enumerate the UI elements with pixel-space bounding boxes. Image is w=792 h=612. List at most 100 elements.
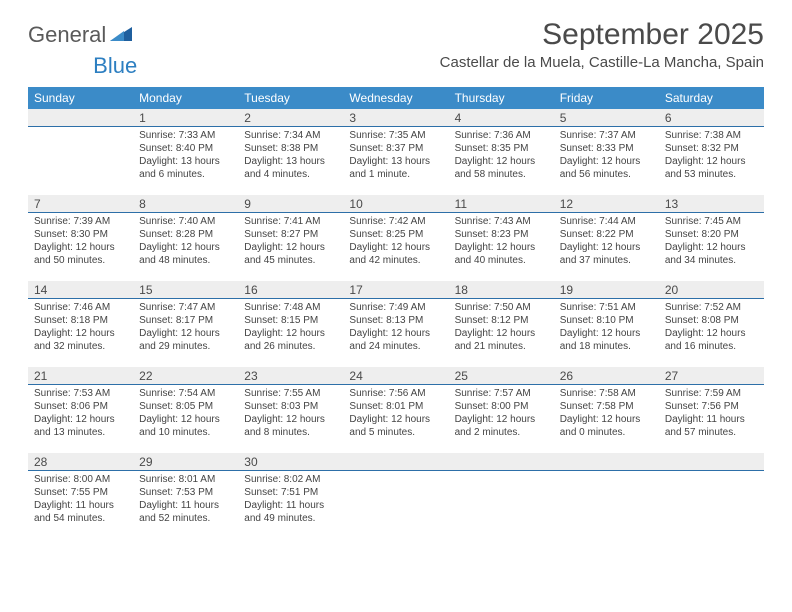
logo: General <box>28 22 134 48</box>
day-details: Sunrise: 7:35 AMSunset: 8:37 PMDaylight:… <box>343 127 448 185</box>
sunset-text: Sunset: 8:32 PM <box>665 142 758 155</box>
daylight-line-1: Daylight: 13 hours <box>349 155 442 168</box>
day-number: 24 <box>343 367 448 385</box>
calendar-day-cell: 14Sunrise: 7:46 AMSunset: 8:18 PMDayligh… <box>28 281 133 367</box>
day-details: Sunrise: 7:42 AMSunset: 8:25 PMDaylight:… <box>343 213 448 271</box>
daylight-line-2: and 45 minutes. <box>244 254 337 267</box>
sunrise-text: Sunrise: 7:54 AM <box>139 387 232 400</box>
daylight-line-1: Daylight: 12 hours <box>665 241 758 254</box>
day-details: Sunrise: 7:49 AMSunset: 8:13 PMDaylight:… <box>343 299 448 357</box>
sunrise-text: Sunrise: 7:50 AM <box>455 301 548 314</box>
calendar-day-cell: 18Sunrise: 7:50 AMSunset: 8:12 PMDayligh… <box>449 281 554 367</box>
daylight-line-2: and 24 minutes. <box>349 340 442 353</box>
daylight-line-1: Daylight: 12 hours <box>349 413 442 426</box>
day-number: 2 <box>238 109 343 127</box>
daylight-line-1: Daylight: 13 hours <box>139 155 232 168</box>
sunrise-text: Sunrise: 7:59 AM <box>665 387 758 400</box>
daylight-line-1: Daylight: 12 hours <box>34 327 127 340</box>
daylight-line-2: and 50 minutes. <box>34 254 127 267</box>
calendar-day-cell: 3Sunrise: 7:35 AMSunset: 8:37 PMDaylight… <box>343 109 448 195</box>
sunset-text: Sunset: 8:15 PM <box>244 314 337 327</box>
calendar-week-row: 14Sunrise: 7:46 AMSunset: 8:18 PMDayligh… <box>28 281 764 367</box>
calendar-day-cell: 7Sunrise: 7:39 AMSunset: 8:30 PMDaylight… <box>28 195 133 281</box>
day-number: 19 <box>554 281 659 299</box>
daylight-line-1: Daylight: 12 hours <box>244 413 337 426</box>
calendar-day-cell: 22Sunrise: 7:54 AMSunset: 8:05 PMDayligh… <box>133 367 238 453</box>
daylight-line-2: and 40 minutes. <box>455 254 548 267</box>
day-number: 14 <box>28 281 133 299</box>
sunrise-text: Sunrise: 7:46 AM <box>34 301 127 314</box>
day-number: 7 <box>28 195 133 213</box>
daylight-line-2: and 57 minutes. <box>665 426 758 439</box>
daylight-line-2: and 0 minutes. <box>560 426 653 439</box>
sunset-text: Sunset: 8:20 PM <box>665 228 758 241</box>
sunset-text: Sunset: 7:53 PM <box>139 486 232 499</box>
sunrise-text: Sunrise: 7:56 AM <box>349 387 442 400</box>
calendar-day-cell: 29Sunrise: 8:01 AMSunset: 7:53 PMDayligh… <box>133 453 238 539</box>
sunrise-text: Sunrise: 7:40 AM <box>139 215 232 228</box>
calendar-day-cell: 2Sunrise: 7:34 AMSunset: 8:38 PMDaylight… <box>238 109 343 195</box>
sunrise-text: Sunrise: 7:41 AM <box>244 215 337 228</box>
sunrise-text: Sunrise: 7:58 AM <box>560 387 653 400</box>
sunset-text: Sunset: 8:33 PM <box>560 142 653 155</box>
daylight-line-1: Daylight: 12 hours <box>665 155 758 168</box>
calendar-day-cell: 23Sunrise: 7:55 AMSunset: 8:03 PMDayligh… <box>238 367 343 453</box>
weekday-header: Sunday <box>28 87 133 109</box>
calendar-day-cell <box>343 453 448 539</box>
daylight-line-1: Daylight: 12 hours <box>560 413 653 426</box>
daylight-line-2: and 49 minutes. <box>244 512 337 525</box>
day-details: Sunrise: 7:48 AMSunset: 8:15 PMDaylight:… <box>238 299 343 357</box>
sunset-text: Sunset: 8:37 PM <box>349 142 442 155</box>
month-title: September 2025 <box>440 18 764 52</box>
daylight-line-2: and 10 minutes. <box>139 426 232 439</box>
sunrise-text: Sunrise: 7:38 AM <box>665 129 758 142</box>
day-number: 22 <box>133 367 238 385</box>
calendar-day-cell: 11Sunrise: 7:43 AMSunset: 8:23 PMDayligh… <box>449 195 554 281</box>
sunset-text: Sunset: 8:38 PM <box>244 142 337 155</box>
weekday-header: Wednesday <box>343 87 448 109</box>
calendar-day-cell <box>554 453 659 539</box>
weekday-header: Tuesday <box>238 87 343 109</box>
day-details: Sunrise: 7:37 AMSunset: 8:33 PMDaylight:… <box>554 127 659 185</box>
day-number: 23 <box>238 367 343 385</box>
sunrise-text: Sunrise: 7:37 AM <box>560 129 653 142</box>
sunset-text: Sunset: 8:00 PM <box>455 400 548 413</box>
sunset-text: Sunset: 8:35 PM <box>455 142 548 155</box>
day-number: 4 <box>449 109 554 127</box>
sunrise-text: Sunrise: 7:48 AM <box>244 301 337 314</box>
day-number: 6 <box>659 109 764 127</box>
calendar-day-cell <box>28 109 133 195</box>
empty-daynum <box>343 453 448 471</box>
daylight-line-2: and 6 minutes. <box>139 168 232 181</box>
sunset-text: Sunset: 8:17 PM <box>139 314 232 327</box>
daylight-line-1: Daylight: 12 hours <box>139 241 232 254</box>
weekday-header-row: SundayMondayTuesdayWednesdayThursdayFrid… <box>28 87 764 109</box>
day-details: Sunrise: 7:57 AMSunset: 8:00 PMDaylight:… <box>449 385 554 443</box>
sunset-text: Sunset: 7:58 PM <box>560 400 653 413</box>
daylight-line-1: Daylight: 11 hours <box>665 413 758 426</box>
sunset-text: Sunset: 7:51 PM <box>244 486 337 499</box>
empty-daynum <box>449 453 554 471</box>
sunset-text: Sunset: 8:05 PM <box>139 400 232 413</box>
sunset-text: Sunset: 7:56 PM <box>665 400 758 413</box>
day-number: 29 <box>133 453 238 471</box>
sunrise-text: Sunrise: 7:45 AM <box>665 215 758 228</box>
calendar-day-cell: 8Sunrise: 7:40 AMSunset: 8:28 PMDaylight… <box>133 195 238 281</box>
day-details: Sunrise: 8:01 AMSunset: 7:53 PMDaylight:… <box>133 471 238 529</box>
sunrise-text: Sunrise: 8:00 AM <box>34 473 127 486</box>
calendar-week-row: 7Sunrise: 7:39 AMSunset: 8:30 PMDaylight… <box>28 195 764 281</box>
logo-triangle-icon <box>110 25 132 46</box>
day-details: Sunrise: 7:40 AMSunset: 8:28 PMDaylight:… <box>133 213 238 271</box>
calendar-day-cell: 4Sunrise: 7:36 AMSunset: 8:35 PMDaylight… <box>449 109 554 195</box>
sunset-text: Sunset: 8:01 PM <box>349 400 442 413</box>
calendar-day-cell: 15Sunrise: 7:47 AMSunset: 8:17 PMDayligh… <box>133 281 238 367</box>
logo-word-1: General <box>28 22 106 48</box>
day-number: 13 <box>659 195 764 213</box>
day-details: Sunrise: 8:02 AMSunset: 7:51 PMDaylight:… <box>238 471 343 529</box>
day-details: Sunrise: 7:47 AMSunset: 8:17 PMDaylight:… <box>133 299 238 357</box>
calendar-day-cell: 21Sunrise: 7:53 AMSunset: 8:06 PMDayligh… <box>28 367 133 453</box>
day-number: 10 <box>343 195 448 213</box>
daylight-line-2: and 5 minutes. <box>349 426 442 439</box>
daylight-line-1: Daylight: 12 hours <box>455 327 548 340</box>
daylight-line-1: Daylight: 12 hours <box>244 327 337 340</box>
